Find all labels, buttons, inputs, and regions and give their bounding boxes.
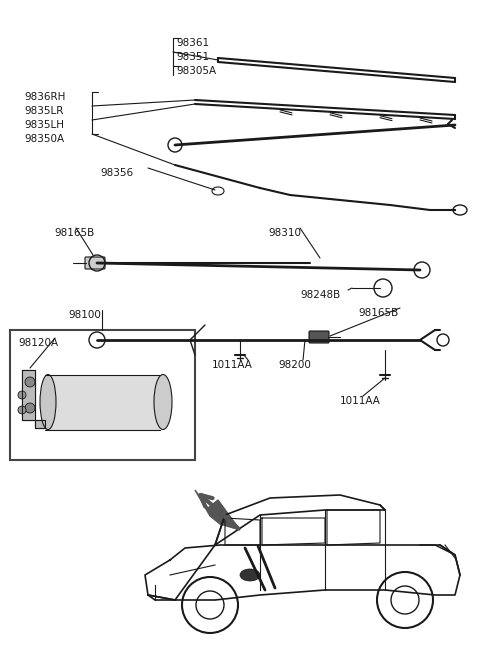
Text: 1011AA: 1011AA [212, 360, 253, 370]
Text: 98165B: 98165B [358, 308, 398, 318]
Text: 1011AA: 1011AA [340, 396, 381, 406]
Text: 98200: 98200 [278, 360, 311, 370]
Text: 98351: 98351 [176, 52, 209, 62]
Text: 98350A: 98350A [24, 134, 64, 144]
FancyBboxPatch shape [85, 257, 105, 269]
Text: 98165B: 98165B [54, 228, 94, 238]
Text: 9835LR: 9835LR [24, 106, 63, 116]
Polygon shape [22, 370, 45, 428]
Circle shape [25, 377, 35, 387]
Bar [10, 330, 195, 460]
Bar [45, 375, 160, 430]
Text: 9836RH: 9836RH [24, 92, 65, 102]
Text: 98120A: 98120A [18, 338, 58, 348]
FancyBboxPatch shape [309, 331, 329, 343]
Ellipse shape [240, 569, 260, 581]
Polygon shape [195, 490, 240, 530]
Text: 98248B: 98248B [300, 290, 340, 300]
Text: 98100: 98100 [68, 310, 101, 320]
Text: 9835LH: 9835LH [24, 120, 64, 130]
Text: 98356: 98356 [100, 168, 133, 178]
Text: 98361: 98361 [176, 38, 209, 48]
Circle shape [18, 406, 26, 414]
Circle shape [18, 391, 26, 399]
Text: 98305A: 98305A [176, 66, 216, 76]
Ellipse shape [40, 375, 56, 430]
Ellipse shape [154, 375, 172, 430]
Circle shape [25, 403, 35, 413]
Text: 98310: 98310 [268, 228, 301, 238]
